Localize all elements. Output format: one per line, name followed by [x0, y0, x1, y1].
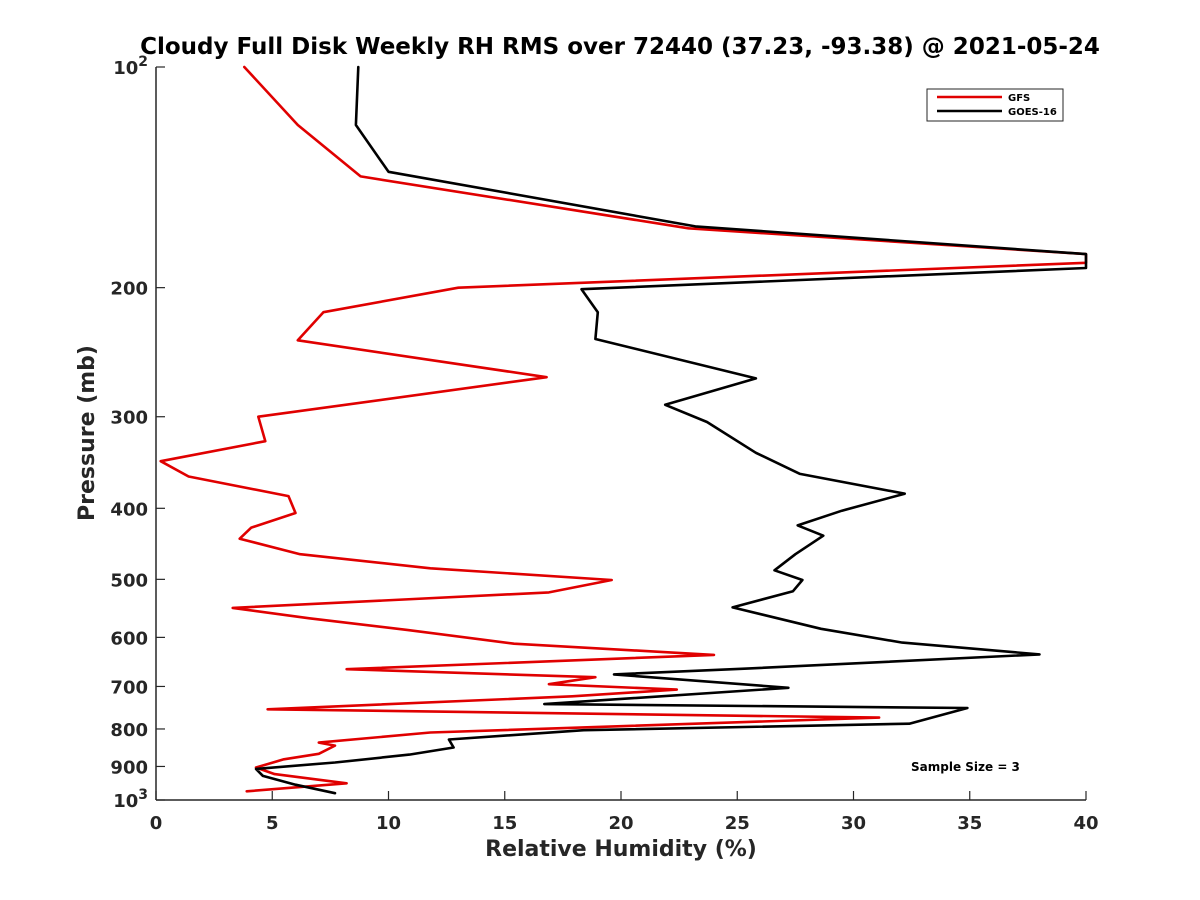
x-axis-label: Relative Humidity (%)	[485, 837, 757, 862]
x-tick-group: 0 5 10 15 20 25 30 35 40	[150, 791, 1099, 834]
y-tick-label-base: 10	[113, 791, 138, 812]
legend-label-goes16: GOES-16	[1008, 107, 1057, 118]
y-tick-label: 800	[110, 720, 148, 741]
x-tick-label: 10	[376, 813, 401, 834]
legend-label-gfs: GFS	[1008, 93, 1030, 104]
y-tick-label-base: 400	[110, 499, 148, 520]
plot-area: 0 5 10 15 20 25 30 35 40 10220030040050060070080…	[110, 54, 1098, 834]
y-tick-label-exponent: 3	[138, 787, 148, 803]
y-tick-label: 200	[110, 279, 148, 300]
y-tick-label: 300	[110, 408, 148, 429]
y-axis-label: Pressure (mb)	[75, 345, 100, 521]
x-tick-label: 15	[492, 813, 517, 834]
x-tick-label: 35	[957, 813, 982, 834]
y-tick-label: 900	[110, 757, 148, 778]
x-tick-label: 5	[266, 813, 279, 834]
y-tick-label-base: 300	[110, 408, 148, 429]
y-tick-label: 600	[110, 628, 148, 649]
x-tick-label: 0	[150, 813, 163, 834]
y-tick-label: 400	[110, 499, 148, 520]
x-tick-label: 40	[1073, 813, 1098, 834]
y-tick-label: 700	[110, 677, 148, 698]
x-tick-label: 20	[608, 813, 633, 834]
y-tick-label: 103	[113, 787, 148, 812]
sample-size-annotation: Sample Size = 3	[911, 760, 1020, 774]
y-tick-label-base: 800	[110, 720, 148, 741]
x-tick-label: 25	[725, 813, 750, 834]
y-tick-label-base: 200	[110, 279, 148, 300]
legend: GFS GOES-16	[926, 88, 1064, 122]
y-tick-label: 102	[113, 54, 148, 79]
y-tick-label-base: 900	[110, 757, 148, 778]
y-tick-label-base: 500	[110, 570, 148, 591]
y-tick-label: 500	[110, 570, 148, 591]
y-tick-label-base: 10	[113, 58, 138, 79]
y-tick-label-exponent: 2	[138, 54, 148, 70]
y-tick-label-base: 700	[110, 677, 148, 698]
series-line-gfs	[159, 65, 1088, 793]
chart-title: Cloudy Full Disk Weekly RH RMS over 7244…	[140, 34, 1100, 60]
series-layer	[159, 65, 1088, 795]
y-tick-label-base: 600	[110, 628, 148, 649]
legend-box	[926, 88, 1064, 122]
x-tick-label: 30	[841, 813, 866, 834]
series-line-goes16	[254, 65, 1088, 795]
